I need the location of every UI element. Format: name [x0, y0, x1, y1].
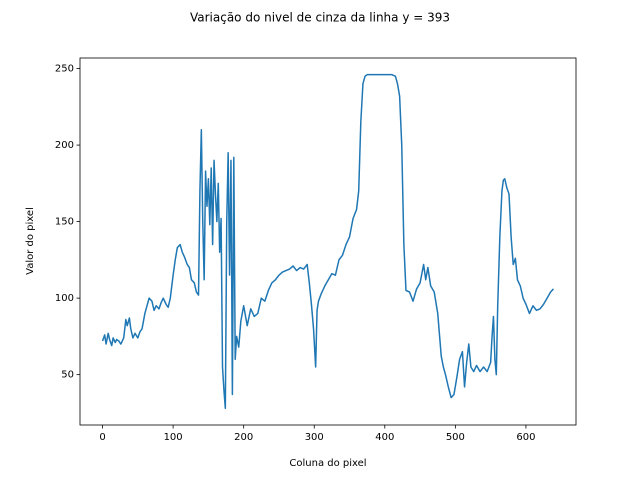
y-axis-label: Valor do pixel	[25, 207, 36, 275]
x-tick-label: 300	[305, 432, 324, 443]
x-tick-label: 400	[375, 432, 394, 443]
y-tick-label: 150	[55, 217, 74, 228]
y-tick-label: 250	[55, 64, 74, 75]
x-tick-label: 0	[99, 432, 105, 443]
y-tick-label: 100	[55, 293, 74, 304]
x-tick-label: 200	[234, 432, 253, 443]
x-tick-label: 500	[446, 432, 465, 443]
plot-frame	[79, 57, 577, 426]
x-tick-label: 100	[164, 432, 183, 443]
x-tick-label: 600	[516, 432, 535, 443]
y-tick-label: 50	[61, 370, 74, 381]
x-axis-label: Coluna do pixel	[289, 458, 366, 469]
chart-title: Variação do nivel de cinza da linha y = …	[190, 11, 450, 25]
line	[101, 73, 555, 410]
y-tick-label: 200	[55, 140, 74, 151]
